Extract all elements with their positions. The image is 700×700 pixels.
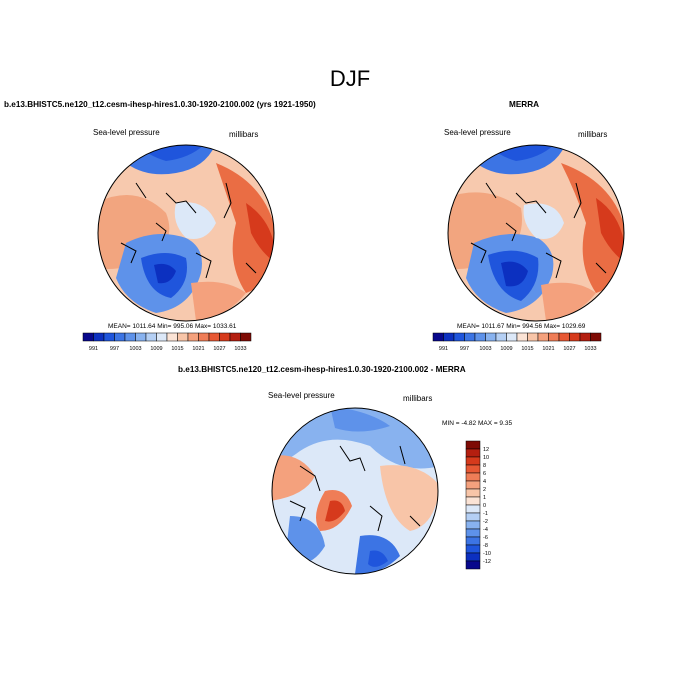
field-label: Sea-level pressure	[93, 128, 160, 137]
panel-title-diff: b.e13.BHISTC5.ne120_t12.cesm-ihesp-hires…	[178, 365, 466, 374]
colorbar-merra-tick-label: 1033	[584, 346, 596, 352]
colorbar-model-swatch	[240, 332, 252, 342]
colorbar-diff-swatch	[465, 536, 481, 546]
colorbar-diff-tick-label: 6	[483, 471, 486, 477]
stats-diff: MIN = -4.82 MAX = 9.35	[442, 420, 513, 427]
colorbar-diff-tick-label: 12	[483, 447, 489, 453]
colorbar-diff-swatch	[465, 488, 481, 498]
stats-merra: MEAN= 1011.67 Min= 994.56 Max= 1029.69	[457, 323, 586, 330]
colorbar-model-tick-label: 997	[110, 346, 119, 352]
colorbar-diff-tick-label: 4	[483, 479, 486, 485]
colorbar-merra-swatch	[548, 332, 560, 342]
panel-title-model: b.e13.BHISTC5.ne120_t12.cesm-ihesp-hires…	[4, 100, 316, 109]
colorbar-merra-swatch	[506, 332, 518, 342]
colorbar-diff-tick-label: -8	[483, 543, 488, 549]
colorbar-model-tick-label: 1009	[150, 346, 162, 352]
colorbar-diff-swatch	[465, 440, 481, 450]
colorbar-merra-swatch	[527, 332, 539, 342]
field-label: Sea-level pressure	[444, 128, 511, 137]
colorbar-model-swatch	[135, 332, 147, 342]
colorbar-diff-swatch	[465, 504, 481, 514]
colorbar-merra-swatch	[495, 332, 507, 342]
colorbar-model-swatch	[103, 332, 115, 342]
colorbar-diff-swatch	[465, 560, 481, 570]
colorbar-merra-swatch	[516, 332, 528, 342]
colorbar-merra-swatch	[474, 332, 486, 342]
colorbar-diff-tick-label: 2	[483, 487, 486, 493]
stats-model: MEAN= 1011.64 Min= 995.06 Max= 1033.61	[108, 323, 237, 330]
colorbar-diff-tick-label: -2	[483, 519, 488, 525]
colorbar-diff-tick-label: -10	[483, 551, 491, 557]
colorbar-model-swatch	[166, 332, 178, 342]
units-label: millibars	[229, 130, 259, 139]
colorbar-merra-swatch	[464, 332, 476, 342]
colorbar-merra-tick-label: 1027	[563, 346, 575, 352]
colorbar-diff-swatch	[465, 472, 481, 482]
colorbar-merra-swatch	[485, 332, 497, 342]
colorbar-model-tick-label: 1015	[171, 346, 183, 352]
colorbar-merra-swatch	[432, 332, 444, 342]
colorbar-diff-swatch	[465, 552, 481, 562]
colorbar-merra-tick-label: 1021	[542, 346, 554, 352]
colorbar-diff-tick-label: 0	[483, 503, 486, 509]
colorbar-model-swatch	[82, 332, 94, 342]
colorbar-merra-swatch	[579, 332, 591, 342]
colorbar-model-swatch	[156, 332, 168, 342]
colorbar-diff-swatch	[465, 496, 481, 506]
colorbar-merra-swatch	[453, 332, 465, 342]
colorbar-model-tick-label: 1027	[213, 346, 225, 352]
colorbar-diff-tick-label: 10	[483, 455, 489, 461]
colorbar-model-swatch	[114, 332, 126, 342]
colorbar-merra-swatch	[443, 332, 455, 342]
colorbar-model-swatch	[124, 332, 136, 342]
colorbar-model-tick-label: 991	[89, 346, 98, 352]
polar-map-merra	[447, 144, 625, 322]
colorbar-diff-swatch	[465, 448, 481, 458]
colorbar-model-swatch	[145, 332, 157, 342]
colorbar-model-tick-label: 1033	[234, 346, 246, 352]
colorbar-model-swatch	[187, 332, 199, 342]
season-title: DJF	[329, 66, 371, 91]
polar-map-model	[97, 144, 275, 322]
colorbar-merra: 991 997 1003 1009 1015 1021 1027 1033	[432, 332, 602, 352]
field-label: Sea-level pressure	[268, 391, 335, 400]
units-label: millibars	[578, 130, 608, 139]
colorbar-model-swatch	[208, 332, 220, 342]
colorbar-model: 991 997 1003 1009 1015 1021 1027 1033	[82, 332, 252, 352]
colorbar-merra-swatch	[569, 332, 581, 342]
colorbar-merra-swatch	[537, 332, 549, 342]
colorbar-diff-tick-label: 8	[483, 463, 486, 469]
colorbar-merra-swatch	[590, 332, 602, 342]
colorbar-diff-swatch	[465, 480, 481, 490]
colorbar-model-swatch	[93, 332, 105, 342]
colorbar-model-tick-label: 1003	[129, 346, 141, 352]
units-label: millibars	[403, 394, 433, 403]
colorbar-diff-swatch	[465, 464, 481, 474]
colorbar-diff-tick-label: -4	[483, 527, 488, 533]
colorbar-diff-swatch	[465, 520, 481, 530]
colorbar-diff-swatch	[465, 456, 481, 466]
colorbar-model-tick-label: 1021	[192, 346, 204, 352]
colorbar-merra-tick-label: 997	[460, 346, 469, 352]
polar-map-diff	[271, 407, 439, 575]
colorbar-merra-tick-label: 1003	[479, 346, 491, 352]
panel-title-merra: MERRA	[509, 100, 540, 109]
colorbar-diff-swatch	[465, 528, 481, 538]
colorbar-merra-tick-label: 991	[439, 346, 448, 352]
colorbar-merra-swatch	[558, 332, 570, 342]
colorbar-model-swatch	[219, 332, 231, 342]
colorbar-diff-tick-label: 1	[483, 495, 486, 501]
colorbar-diff-tick-label: -1	[483, 511, 488, 517]
colorbar-diff-swatch	[465, 544, 481, 554]
colorbar-merra-tick-label: 1015	[521, 346, 533, 352]
colorbar-model-swatch	[177, 332, 189, 342]
colorbar-model-swatch	[229, 332, 241, 342]
colorbar-merra-tick-label: 1009	[500, 346, 512, 352]
colorbar-diff-tick-label: -6	[483, 535, 488, 541]
colorbar-model-swatch	[198, 332, 210, 342]
colorbar-diff-tick-label: -12	[483, 559, 491, 565]
colorbar-diff-swatch	[465, 512, 481, 522]
